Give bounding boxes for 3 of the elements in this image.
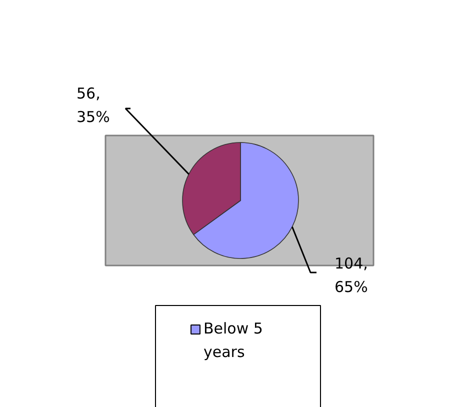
legend-label: Below 5 years [204,320,263,361]
data-label: 56, 35% [76,84,110,126]
data-label: 104, 65% [334,254,368,296]
